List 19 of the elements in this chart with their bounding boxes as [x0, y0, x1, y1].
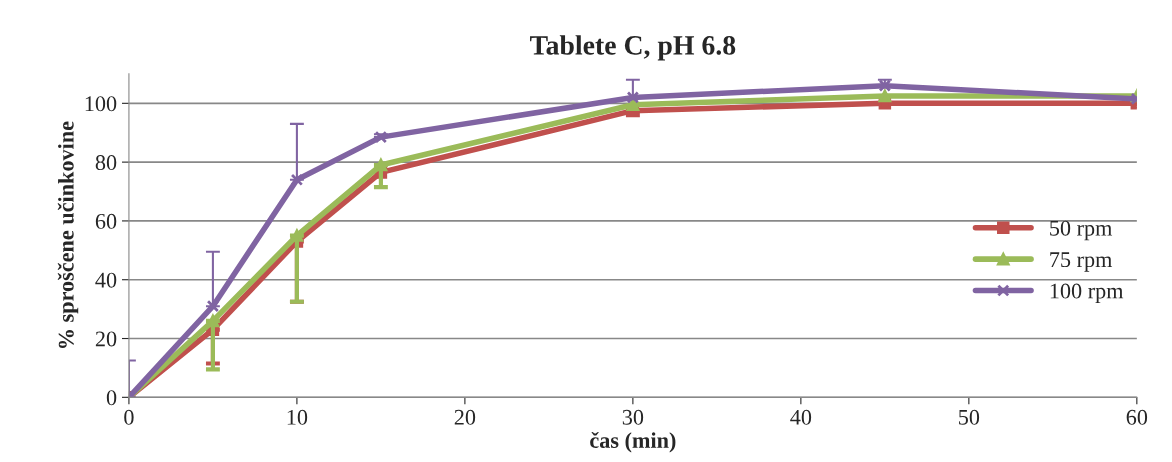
x-tick-label: 0 — [124, 409, 134, 425]
y-axis-title: % sproščene učinkovine — [57, 121, 79, 348]
y-tick-label: 0 — [106, 390, 117, 406]
x-tick-label: 30 — [622, 409, 644, 425]
x-tick-label: 20 — [454, 409, 476, 425]
x-axis-title: čas (min) — [590, 432, 676, 453]
chart-title: Tablete C, pH 6.8 — [530, 35, 736, 61]
x-tick-label: 40 — [790, 409, 812, 425]
legend-label: 100 rpm — [1050, 283, 1124, 304]
y-tick-label: 60 — [95, 213, 117, 229]
y-tick-label: 20 — [95, 331, 117, 347]
legend-label: 50 rpm — [1050, 220, 1113, 241]
x-tick-label: 10 — [287, 409, 308, 425]
legend-label: 75 rpm — [1050, 252, 1113, 272]
x-tick-label: 60 — [1126, 409, 1148, 425]
y-tick-label: 40 — [95, 272, 117, 288]
x-tick-label: 50 — [959, 409, 980, 425]
y-tick-label: 100 — [85, 96, 117, 112]
y-tick-label: 80 — [95, 155, 117, 171]
